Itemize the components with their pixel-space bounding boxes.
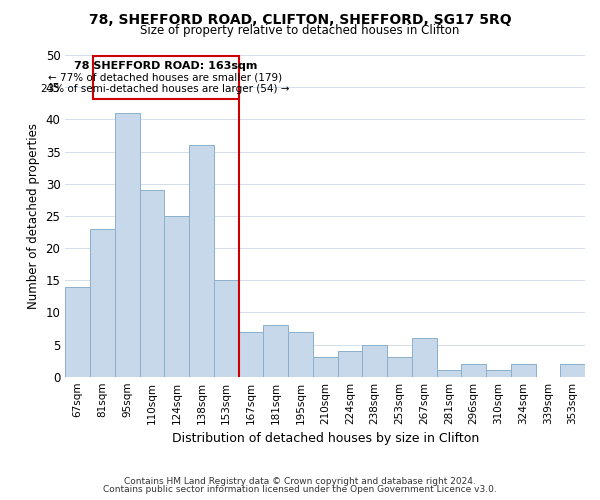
Text: ← 77% of detached houses are smaller (179): ← 77% of detached houses are smaller (17… — [49, 72, 283, 83]
Bar — [288, 332, 313, 376]
Bar — [338, 351, 362, 376]
Text: Size of property relative to detached houses in Clifton: Size of property relative to detached ho… — [140, 24, 460, 37]
Text: 23% of semi-detached houses are larger (54) →: 23% of semi-detached houses are larger (… — [41, 84, 290, 94]
Y-axis label: Number of detached properties: Number of detached properties — [27, 123, 40, 309]
Text: Contains public sector information licensed under the Open Government Licence v3: Contains public sector information licen… — [103, 485, 497, 494]
Bar — [511, 364, 536, 376]
Bar — [313, 358, 338, 376]
Bar — [362, 344, 387, 376]
Bar — [239, 332, 263, 376]
Bar — [437, 370, 461, 376]
Bar — [560, 364, 585, 376]
Bar — [486, 370, 511, 376]
Bar — [461, 364, 486, 376]
Bar — [412, 338, 437, 376]
Bar — [115, 113, 140, 376]
Bar — [65, 286, 90, 376]
Text: 78, SHEFFORD ROAD, CLIFTON, SHEFFORD, SG17 5RQ: 78, SHEFFORD ROAD, CLIFTON, SHEFFORD, SG… — [89, 12, 511, 26]
Bar — [164, 216, 189, 376]
FancyBboxPatch shape — [92, 56, 239, 98]
Bar — [90, 228, 115, 376]
Text: 78 SHEFFORD ROAD: 163sqm: 78 SHEFFORD ROAD: 163sqm — [74, 60, 257, 70]
Bar — [140, 190, 164, 376]
Bar — [189, 145, 214, 376]
X-axis label: Distribution of detached houses by size in Clifton: Distribution of detached houses by size … — [172, 432, 479, 445]
Text: Contains HM Land Registry data © Crown copyright and database right 2024.: Contains HM Land Registry data © Crown c… — [124, 477, 476, 486]
Bar — [214, 280, 239, 376]
Bar — [387, 358, 412, 376]
Bar — [263, 325, 288, 376]
